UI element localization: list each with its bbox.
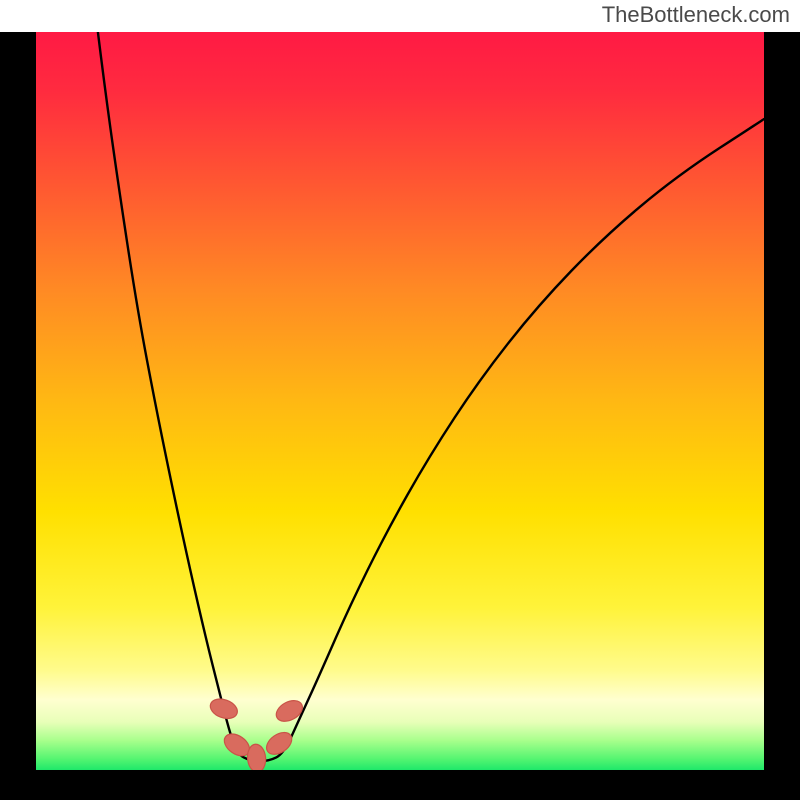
bottleneck-chart: TheBottleneck.com: [0, 0, 800, 800]
gradient-plot-area: [36, 32, 764, 770]
watermark-text: TheBottleneck.com: [602, 2, 790, 28]
gradient-rect: [36, 32, 764, 770]
gradient-background: [36, 32, 764, 770]
